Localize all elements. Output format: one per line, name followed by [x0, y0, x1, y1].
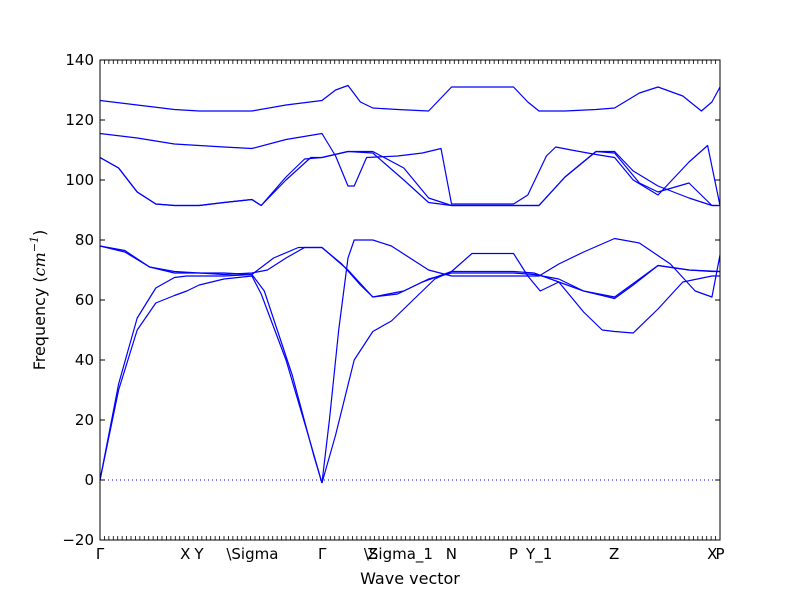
phonon-branch-9	[99, 132, 721, 206]
y-tick-label: 60	[75, 291, 94, 309]
y-tick-label: −20	[62, 531, 94, 549]
x-tick-label: X	[180, 545, 190, 563]
phonon-branch-1	[99, 275, 323, 484]
phonon-branch-4	[99, 245, 721, 300]
y-axis-label-unit-exponent: −1	[28, 236, 41, 252]
x-axis-label: Wave vector	[360, 569, 460, 588]
y-axis-label-unit: cm	[30, 252, 49, 276]
phonon-branch-6	[321, 252, 720, 484]
phonon-branch-8	[99, 150, 720, 207]
y-axis-label-text: Frequency	[30, 288, 49, 371]
x-tick-label: Γ	[96, 545, 105, 563]
y-axis-label-close-paren: )	[30, 230, 49, 236]
y-tick-label: 120	[65, 111, 94, 129]
y-axis-ticks: −20 0 20 40 60 80 100 120 140	[62, 51, 720, 549]
phonon-branch-10	[99, 84, 721, 112]
x-axis-ticks: Γ X Y \Sigma Γ Z\Sigma_1 N P Y_1 Z XP	[96, 60, 725, 564]
y-tick-label: 80	[75, 231, 94, 249]
x-tick-label: Z	[609, 545, 619, 563]
x-tick-label: \Sigma_1	[364, 545, 433, 564]
x-tick-label: Y_1	[525, 545, 552, 564]
plot-frame	[99, 59, 721, 541]
y-axis-label-open-paren: (	[30, 276, 49, 282]
x-tick-label: N	[446, 545, 457, 563]
y-tick-label: 40	[75, 351, 94, 369]
x-tick-label: P	[715, 545, 724, 563]
phonon-branch-2	[99, 273, 323, 484]
phonon-branch-5	[321, 237, 721, 484]
plot-area	[99, 84, 721, 484]
y-tick-label: 0	[84, 471, 94, 489]
y-tick-label: 20	[75, 411, 94, 429]
x-tick-label: P	[509, 545, 518, 563]
y-axis-label: Frequency (cm−1)	[28, 230, 49, 371]
x-tick-label: Y	[193, 545, 204, 563]
x-tick-label: Γ	[318, 545, 327, 563]
x-tick-label: Z	[367, 545, 377, 563]
x-tick-label: \Sigma	[226, 545, 278, 563]
y-tick-label: 140	[65, 51, 94, 69]
y-tick-label: 100	[65, 171, 94, 189]
x-tick-label: X	[707, 545, 717, 563]
